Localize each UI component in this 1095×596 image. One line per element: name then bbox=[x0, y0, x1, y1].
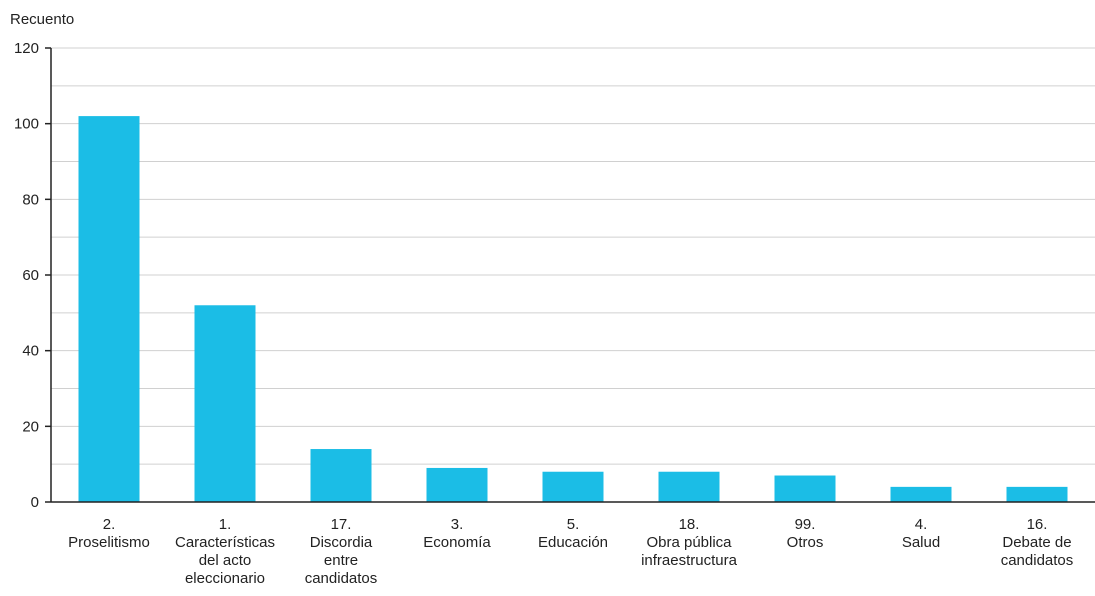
y-tick-label: 40 bbox=[22, 343, 39, 360]
bars bbox=[78, 116, 1068, 502]
category-label: 17. Discordia entre candidatos bbox=[305, 516, 378, 587]
y-tick-label: 80 bbox=[22, 191, 39, 208]
bar bbox=[310, 449, 372, 502]
bar bbox=[426, 467, 488, 502]
category-label: 4. Salud bbox=[902, 516, 940, 551]
bar bbox=[542, 471, 604, 502]
y-tick-label: 60 bbox=[22, 267, 39, 284]
y-axis-ticks: 0 20 40 60 80 100 120 bbox=[14, 40, 51, 511]
y-axis-title: Recuento bbox=[10, 11, 74, 28]
bar bbox=[890, 486, 952, 502]
bar bbox=[194, 305, 256, 502]
category-label: 5. Educación bbox=[538, 516, 608, 551]
bar bbox=[658, 471, 720, 502]
category-label: 18. Obra pública infraestructura bbox=[641, 516, 738, 569]
x-axis-labels: 2. Proselitismo 1. Características del acto e… bbox=[68, 516, 1073, 587]
y-tick-label: 100 bbox=[14, 116, 39, 133]
bar bbox=[774, 475, 836, 502]
category-label: 2. Proselitismo bbox=[68, 516, 150, 551]
y-tick-label: 20 bbox=[22, 418, 39, 435]
bar bbox=[1006, 486, 1068, 502]
category-label: 99. Otros bbox=[787, 516, 824, 551]
y-tick-label: 120 bbox=[14, 40, 39, 57]
bar bbox=[78, 116, 140, 502]
category-label: 3. Economía bbox=[423, 516, 491, 551]
y-tick-label: 0 bbox=[31, 494, 39, 511]
category-label: 16. Debate de candidatos bbox=[1001, 516, 1074, 569]
category-label: 1. Características del acto eleccionario bbox=[175, 516, 275, 587]
